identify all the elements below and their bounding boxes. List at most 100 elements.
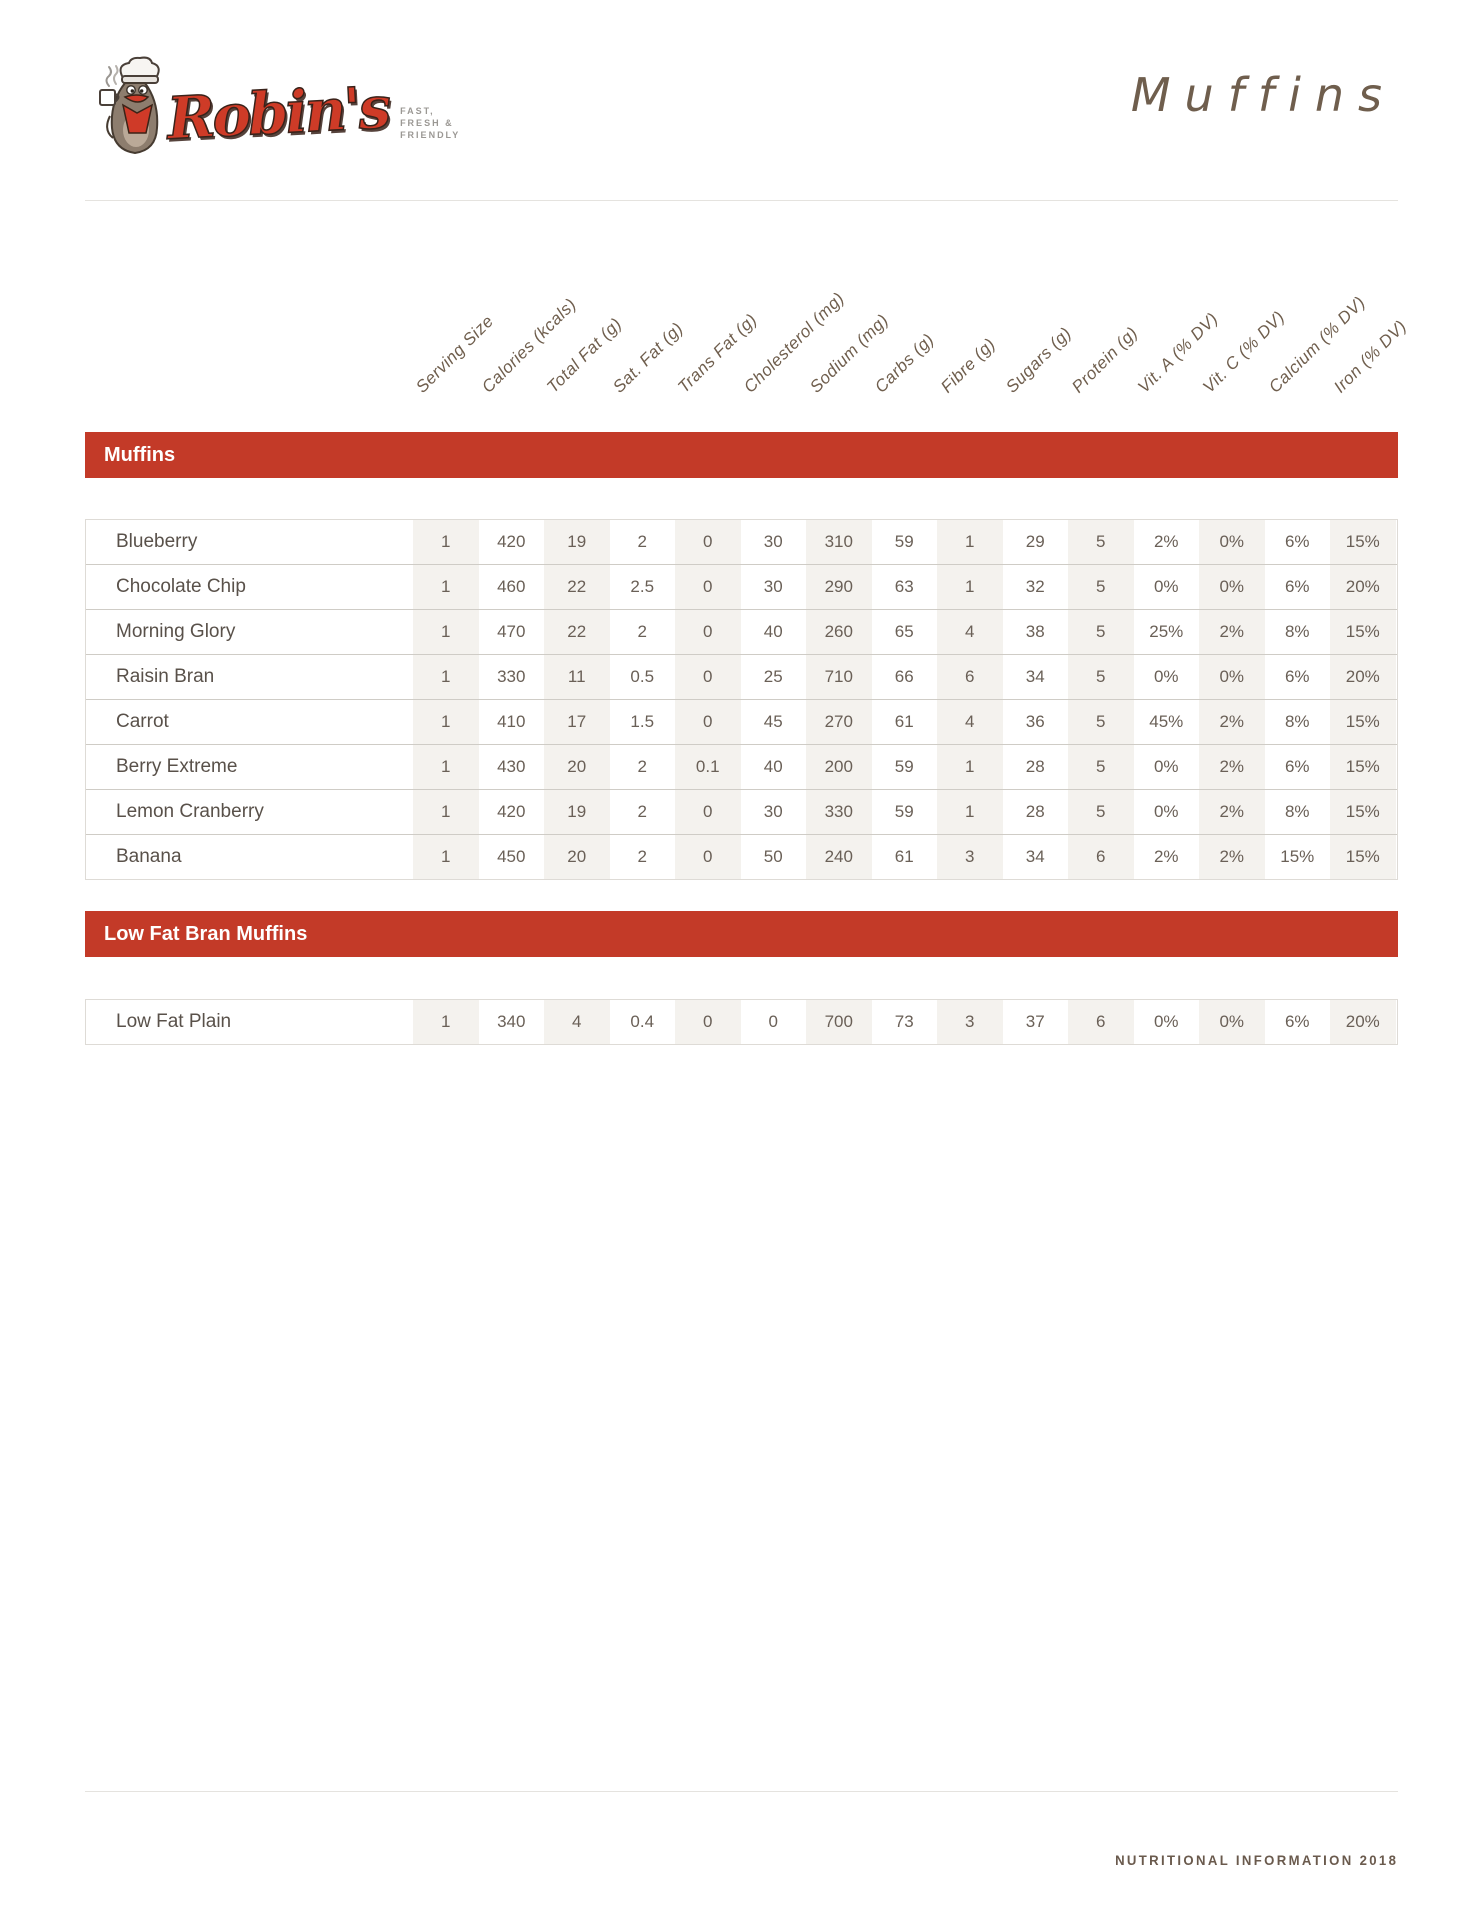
cell-value: 4: [937, 700, 1003, 744]
cell-value: 40: [763, 757, 783, 776]
cell-value: 1.5: [630, 712, 655, 731]
cell-value: 1: [937, 790, 1003, 834]
row-name: Raisin Bran: [116, 666, 215, 687]
row-name: Carrot: [116, 711, 169, 732]
cell-value: 1: [413, 745, 479, 789]
table-row: Carrot 1 410 17 1.5 0 45 270 61 4 36 5 45% 2% 8% 15%: [86, 700, 1397, 745]
table-row: Lemon Cranberry 1 420 19 2 0 30 330 59 1 28 5 0% 2% 8%…: [86, 790, 1397, 835]
cell-value: 20: [544, 745, 610, 789]
cell-value: 8%: [1284, 802, 1310, 821]
cell-value: 2%: [1153, 847, 1179, 866]
cell-value: 6%: [1284, 757, 1310, 776]
row-name: Lemon Cranberry: [116, 801, 264, 822]
cell-value: 3: [937, 835, 1003, 879]
cell-value: 25: [763, 667, 783, 686]
cell-value: 2: [637, 802, 647, 821]
cell-value: 260: [806, 610, 872, 654]
cell-value: 0: [675, 700, 741, 744]
cell-value: 5: [1068, 790, 1134, 834]
cell-value: 700: [806, 1000, 872, 1044]
cell-value: 66: [894, 667, 914, 686]
tagline-line: FRESH &: [400, 118, 454, 128]
cell-value: 34: [1025, 667, 1045, 686]
cell-value: 0%: [1199, 565, 1265, 609]
cell-value: 30: [763, 532, 783, 551]
row-name: Berry Extreme: [116, 756, 238, 777]
cell-value: 2%: [1153, 532, 1179, 551]
cell-value: 0.1: [675, 745, 741, 789]
cell-value: 0%: [1199, 655, 1265, 699]
cell-value: 63: [894, 577, 914, 596]
cell-value: 1: [413, 565, 479, 609]
cell-value: 2%: [1199, 745, 1265, 789]
cell-value: 8%: [1284, 622, 1310, 641]
cell-value: 15%: [1330, 520, 1396, 564]
cell-value: 470: [497, 622, 526, 641]
cell-value: 19: [544, 520, 610, 564]
cell-value: 59: [894, 532, 914, 551]
cell-value: 2%: [1199, 700, 1265, 744]
cell-value: 2%: [1199, 835, 1265, 879]
table-row: Banana 1 450 20 2 0 50 240 61 3 34 6 2% 2% 15% 15%: [86, 835, 1397, 879]
row-name: Blueberry: [116, 531, 198, 552]
header-divider: [85, 200, 1398, 201]
cell-value: 15%: [1330, 700, 1396, 744]
cell-value: 5: [1068, 565, 1134, 609]
cell-value: 6%: [1284, 532, 1310, 551]
cell-value: 0: [675, 835, 741, 879]
cell-value: 59: [894, 802, 914, 821]
cell-value: 2%: [1199, 610, 1265, 654]
cell-value: 1: [413, 610, 479, 654]
cell-value: 30: [763, 802, 783, 821]
cell-value: 30: [763, 577, 783, 596]
cell-value: 2%: [1199, 790, 1265, 834]
table-row: Chocolate Chip 1 460 22 2.5 0 30 290 63 1 32 5 0% 0% 6…: [86, 565, 1397, 610]
cell-value: 36: [1025, 712, 1045, 731]
cell-value: 15%: [1330, 610, 1396, 654]
row-name: Morning Glory: [116, 621, 236, 642]
cell-value: 200: [806, 745, 872, 789]
cell-value: 4: [544, 1000, 610, 1044]
cell-value: 0.5: [630, 667, 655, 686]
cell-value: 420: [497, 802, 526, 821]
cell-value: 290: [806, 565, 872, 609]
section-title: Low Fat Bran Muffins: [104, 922, 308, 945]
cell-value: 11: [544, 655, 610, 699]
cell-value: 29: [1025, 532, 1045, 551]
cell-value: 1: [413, 655, 479, 699]
cell-value: 410: [497, 712, 526, 731]
cell-value: 25%: [1149, 622, 1184, 641]
table-row: Raisin Bran 1 330 11 0.5 0 25 710 66 6 34 5 0% 0% 6% 20…: [86, 655, 1397, 700]
cell-value: 6%: [1284, 667, 1310, 686]
column-header: Sugars (g): [1002, 323, 1076, 397]
cell-value: 28: [1025, 757, 1045, 776]
cell-value: 1: [413, 520, 479, 564]
cell-value: 38: [1025, 622, 1045, 641]
cell-value: 0: [768, 1012, 778, 1031]
tagline-line: FAST,: [400, 106, 435, 116]
footer-note: NUTRITIONAL INFORMATION 2018: [1114, 1852, 1398, 1868]
cell-value: 15%: [1280, 847, 1315, 866]
section-header-lowfat-bran: Low Fat Bran Muffins: [85, 911, 1398, 957]
cell-value: 0%: [1199, 1000, 1265, 1044]
cell-value: 15%: [1330, 835, 1396, 879]
cell-value: 6%: [1284, 1012, 1310, 1031]
cell-value: 45: [763, 712, 783, 731]
column-header: Protein (g): [1068, 323, 1142, 397]
cell-value: 4: [937, 610, 1003, 654]
robin-mascot-icon: [99, 56, 160, 155]
cell-value: 1: [937, 520, 1003, 564]
column-headers: Serving Size Calories (kcals) Total Fat (g…: [0, 0, 1484, 430]
cell-value: 0%: [1153, 757, 1179, 776]
table-row: Berry Extreme 1 430 20 2 0.1 40 200 59 1 28 5 0% 2% 6%…: [86, 745, 1397, 790]
cell-value: 45%: [1149, 712, 1184, 731]
table-row: Morning Glory 1 470 22 2 0 40 260 65 4 38 5 25% 2% 8% 1…: [86, 610, 1397, 655]
cell-value: 22: [544, 565, 610, 609]
lowfat-bran-table: Low Fat Plain 1 340 4 0.4 0 0 700 73 3 37 6 0% 0% 6% 20…: [85, 999, 1398, 1045]
cell-value: 28: [1025, 802, 1045, 821]
cell-value: 420: [497, 532, 526, 551]
cell-value: 1: [413, 700, 479, 744]
cell-value: 15%: [1330, 745, 1396, 789]
footer-divider: [85, 1791, 1398, 1792]
